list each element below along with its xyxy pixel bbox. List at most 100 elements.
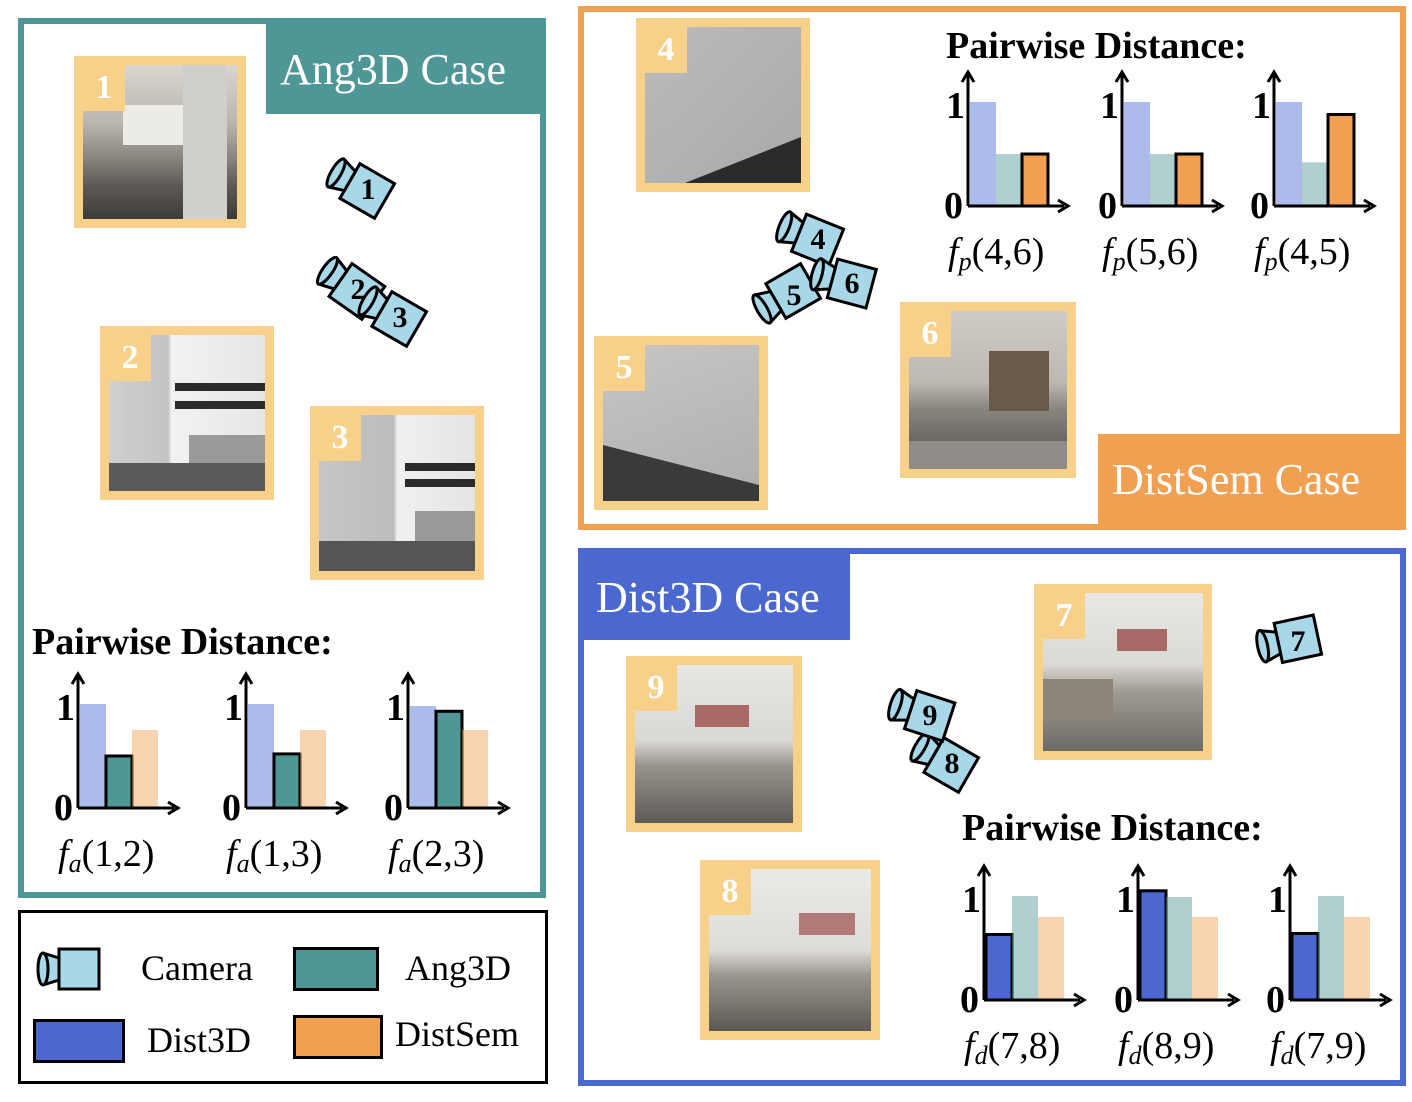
bar-distsem [300, 730, 326, 808]
function-subscript: a [399, 849, 412, 878]
bar-chart-fd-7-9: 1 0fd(7,9) [1266, 863, 1393, 1070]
camera-lens-rim [357, 285, 379, 317]
view-number-8: 8 [709, 869, 751, 915]
function-args: (8,9) [1142, 1025, 1215, 1067]
y-tick-0: 0 [1250, 185, 1269, 227]
bar-chart-fa-1-2: 1 0fa(1,2) [54, 671, 181, 878]
bar-ang3d [272, 752, 302, 810]
camera-lens-rim [36, 951, 50, 987]
function-subscript: p [957, 247, 972, 276]
y-tick-0: 0 [384, 787, 403, 829]
shelf-shape [175, 383, 265, 391]
legend-distsem-swatch [293, 1015, 383, 1059]
camera-icon-8: 8 [909, 731, 981, 795]
dist3d-case-tag: Dist3D Case [584, 554, 850, 640]
bar-ang3d [1150, 154, 1176, 206]
camera-lens-rim [775, 210, 794, 244]
camera-body [36, 947, 101, 991]
floor-shape [319, 541, 475, 571]
painting-shape [1117, 629, 1167, 651]
view-thumbnail-5: 5 [594, 336, 768, 510]
bar-distsem [1326, 112, 1356, 208]
x-axis-arrow [1057, 198, 1071, 214]
camera-icon-1: 1 [325, 157, 397, 221]
camera-lens-rim [315, 255, 339, 286]
camera-body [809, 257, 879, 310]
bar-chart-fp-4-6: 1 0fp(4,6) [944, 69, 1071, 276]
bar-dist3d [1276, 102, 1302, 206]
legend: Camera Ang3D Dist3D DistSem [18, 910, 548, 1084]
camera-number: 5 [787, 279, 802, 312]
wall-floor-shape [685, 137, 801, 183]
function-args: (7,9) [1294, 1025, 1367, 1067]
view-number-3: 3 [319, 415, 361, 461]
legend-ang3d-label: Ang3D [405, 948, 511, 988]
function-subscript: a [237, 849, 250, 878]
bar-distsem [1344, 916, 1370, 1000]
bar-ang3d [1302, 162, 1328, 206]
legend-distsem-label: DistSem [395, 1014, 520, 1054]
camera-icon-5: 5 [751, 261, 823, 325]
sofa-shape [1043, 679, 1113, 719]
bar-distsem [462, 730, 488, 808]
bar-distsem [132, 730, 158, 808]
bar-chart-fp-4-5: 1 0fp(4,5) [1250, 69, 1377, 276]
x-axis-arrow [497, 800, 511, 816]
bar-ang3d [1166, 897, 1192, 1000]
y-tick-1: 1 [1268, 879, 1287, 921]
ang3d-pairwise-title: Pairwise Distance: [32, 621, 333, 663]
y-axis-arrow [1282, 863, 1298, 877]
legend-dist3d-label: Dist3D [147, 1020, 252, 1060]
camera-icon-4: 4 [775, 210, 846, 269]
bar-chart-fa-2-3: 1 0fa(2,3) [384, 671, 511, 878]
camera-icon-2: 2 [315, 255, 387, 322]
view-number-5: 5 [603, 345, 645, 391]
camera-lens-rim [1255, 629, 1271, 664]
bar-dist3d [970, 102, 996, 206]
view-number-2: 2 [109, 335, 151, 381]
bar-dist3d [1290, 931, 1320, 1002]
ang3d-case-tag: Ang3D Case [266, 24, 540, 114]
painting-shape [695, 705, 749, 727]
view-thumbnail-9: 9 [626, 656, 802, 832]
bar-distsem [1038, 916, 1064, 1000]
camera-number: 1 [361, 173, 376, 206]
y-tick-1: 1 [962, 879, 981, 921]
camera-box [57, 947, 101, 991]
camera-icon-6: 6 [809, 257, 879, 310]
camera-lens-rim [751, 293, 773, 325]
function-subscript: d [1281, 1041, 1295, 1070]
legend-camera-icon [36, 947, 101, 991]
function-args: (4,6) [972, 231, 1045, 273]
function-args: (1,2) [82, 833, 155, 875]
window-shape [123, 105, 193, 145]
view-number-1: 1 [83, 65, 125, 111]
bar-distsem [1192, 916, 1218, 1000]
bar-distsem [1020, 152, 1050, 208]
view-thumbnail-8: 8 [700, 860, 880, 1040]
floor-shape [109, 463, 265, 491]
y-axis-arrow [1266, 69, 1282, 83]
bar-ang3d [1012, 896, 1038, 1000]
camera-lens-rim [809, 257, 825, 292]
camera-lens-rim [887, 687, 904, 722]
camera-number: 9 [923, 699, 938, 732]
chart-function-label: fd(8,9) [1118, 1025, 1214, 1070]
y-axis-arrow [70, 671, 86, 685]
dist3d-pairwise-title: Pairwise Distance: [962, 807, 1263, 849]
chart-function-label: fd(7,9) [1270, 1025, 1366, 1070]
camera-number: 8 [945, 747, 960, 780]
x-axis-arrow [167, 800, 181, 816]
shelf-shape [405, 479, 475, 487]
camera-icon-3: 3 [357, 285, 429, 349]
shelf-shape [175, 401, 265, 409]
bar-ang3d [1318, 896, 1344, 1000]
view-thumbnail-6: 6 [900, 302, 1076, 478]
y-tick-1: 1 [224, 687, 243, 729]
camera-lens-rim [325, 157, 347, 189]
painting-shape [799, 913, 855, 935]
view-number-6: 6 [909, 311, 951, 357]
y-tick-1: 1 [56, 687, 75, 729]
ang3d-case-label: Ang3D Case [280, 45, 507, 94]
camera-icon-9: 9 [887, 687, 957, 743]
